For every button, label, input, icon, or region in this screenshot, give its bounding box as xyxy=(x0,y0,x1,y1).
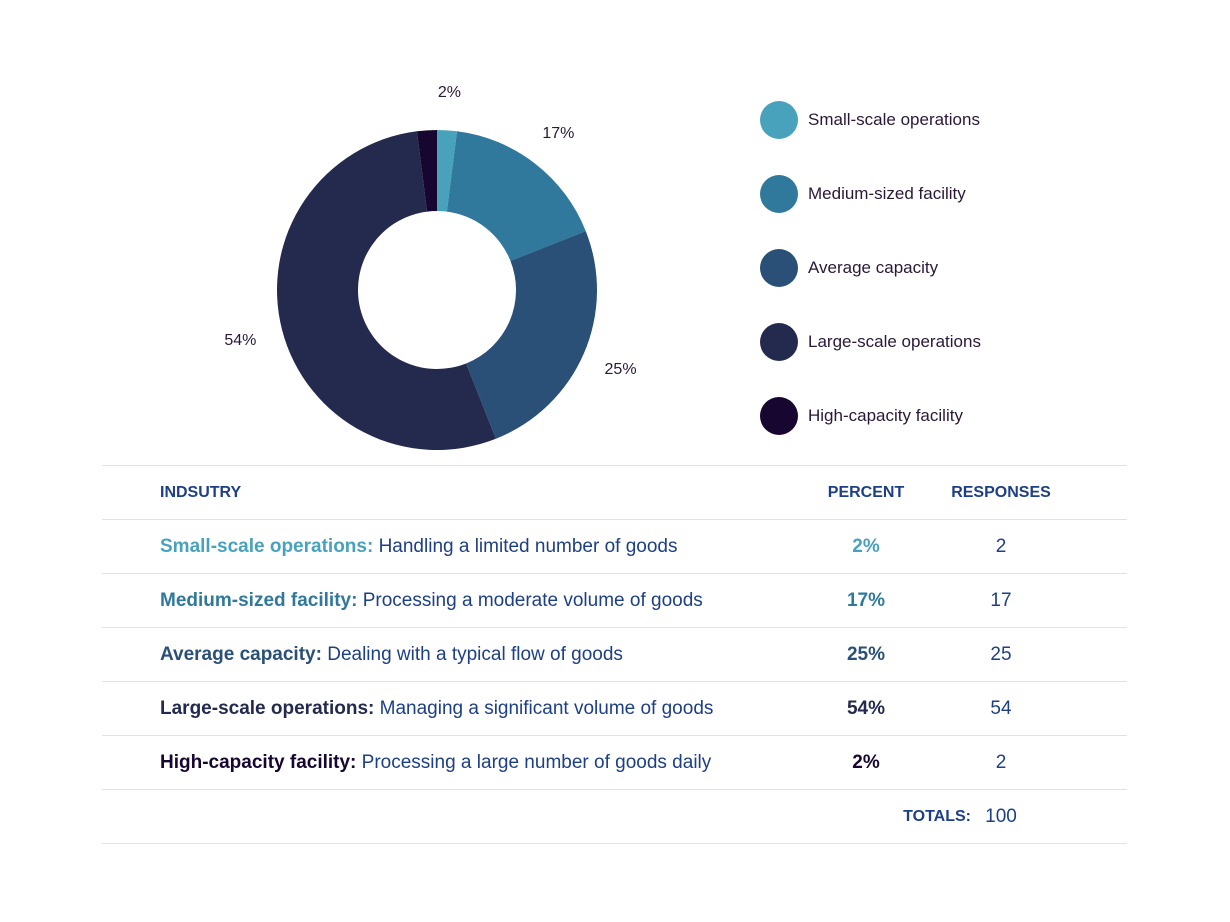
legend-label: Average capacity xyxy=(808,258,939,277)
chart-legend: Small-scale operations Medium-sized faci… xyxy=(760,101,1200,471)
industry-cell: Large-scale operations: Managing a signi… xyxy=(160,682,713,735)
industry-cell: Small-scale operations: Handling a limit… xyxy=(160,520,677,573)
percent-cell: 17% xyxy=(846,590,886,611)
donut-slice xyxy=(416,130,437,212)
industry-table: INDSUTRY PERCENT RESPONSES Small-scale o… xyxy=(102,465,1127,844)
table-header-row: INDSUTRY PERCENT RESPONSES xyxy=(102,465,1127,519)
table-row: Large-scale operations: Managing a signi… xyxy=(102,681,1127,735)
responses-cell: 17 xyxy=(990,590,1012,611)
legend-label: Large-scale operations xyxy=(808,332,981,351)
legend-item: Small-scale operations xyxy=(760,101,1200,139)
legend-item: High-capacity facility xyxy=(760,397,1200,435)
table-row: High-capacity facility: Processing a lar… xyxy=(102,735,1127,789)
industry-description: Managing a significant volume of goods xyxy=(374,698,714,719)
legend-item: Medium-sized facility xyxy=(760,175,1200,213)
percent-cell: 2% xyxy=(852,536,880,557)
industry-name: High-capacity facility: xyxy=(160,752,357,773)
donut-chart: 2% 17% 25% 54% xyxy=(224,84,637,450)
table-row: Medium-sized facility: Processing a mode… xyxy=(102,573,1127,627)
legend-item: Average capacity xyxy=(760,249,1200,287)
legend-swatch xyxy=(760,323,798,361)
industry-cell: High-capacity facility: Processing a lar… xyxy=(160,736,711,789)
responses-cell: 54 xyxy=(990,698,1012,719)
column-header-industry: INDSUTRY xyxy=(160,484,242,501)
industry-cell: Average capacity: Dealing with a typical… xyxy=(160,628,623,681)
industry-name: Medium-sized facility: xyxy=(160,590,358,611)
industry-description: Processing a moderate volume of goods xyxy=(357,590,703,611)
responses-cell: 25 xyxy=(990,644,1012,665)
industry-description: Dealing with a typical flow of goods xyxy=(321,644,623,665)
legend-label: High-capacity facility xyxy=(808,406,963,425)
totals-label: TOTALS: xyxy=(903,808,971,825)
industry-description: Handling a limited number of goods xyxy=(373,536,678,557)
donut-slices xyxy=(277,130,597,450)
donut-slice xyxy=(446,131,586,261)
percent-cell: 54% xyxy=(846,698,886,719)
donut-slice-label: 17% xyxy=(542,125,574,142)
donut-slice-label: 54% xyxy=(224,332,256,349)
legend-label: Medium-sized facility xyxy=(808,184,966,203)
industry-name: Large-scale operations: xyxy=(160,698,375,719)
industry-name: Small-scale operations: xyxy=(160,536,374,557)
industry-name: Average capacity: xyxy=(160,644,322,665)
column-header-percent: PERCENT xyxy=(827,484,905,501)
legend-swatch xyxy=(760,249,798,287)
donut-slice xyxy=(277,131,496,450)
donut-slice xyxy=(466,231,597,439)
donut-slice-labels: 2% 17% 25% 54% xyxy=(224,84,636,378)
legend-item: Large-scale operations xyxy=(760,323,1200,361)
industry-cell: Medium-sized facility: Processing a mode… xyxy=(160,574,703,627)
donut-slice-label: 2% xyxy=(438,84,461,101)
column-header-responses: RESPONSES xyxy=(951,484,1051,501)
table-row: Average capacity: Dealing with a typical… xyxy=(102,627,1127,681)
legend-swatch xyxy=(760,175,798,213)
responses-cell: 2 xyxy=(995,752,1007,773)
totals-value: 100 xyxy=(985,806,1017,827)
legend-swatch xyxy=(760,101,798,139)
industry-description: Processing a large number of goods daily xyxy=(356,752,712,773)
percent-cell: 2% xyxy=(852,752,880,773)
percent-cell: 25% xyxy=(846,644,886,665)
responses-cell: 2 xyxy=(995,536,1007,557)
legend-label: Small-scale operations xyxy=(808,110,980,129)
totals-row: TOTALS: 100 xyxy=(102,789,1127,844)
table-row: Small-scale operations: Handling a limit… xyxy=(102,519,1127,573)
legend-swatch xyxy=(760,397,798,435)
donut-slice xyxy=(437,130,458,212)
donut-slice-label: 25% xyxy=(605,361,637,378)
